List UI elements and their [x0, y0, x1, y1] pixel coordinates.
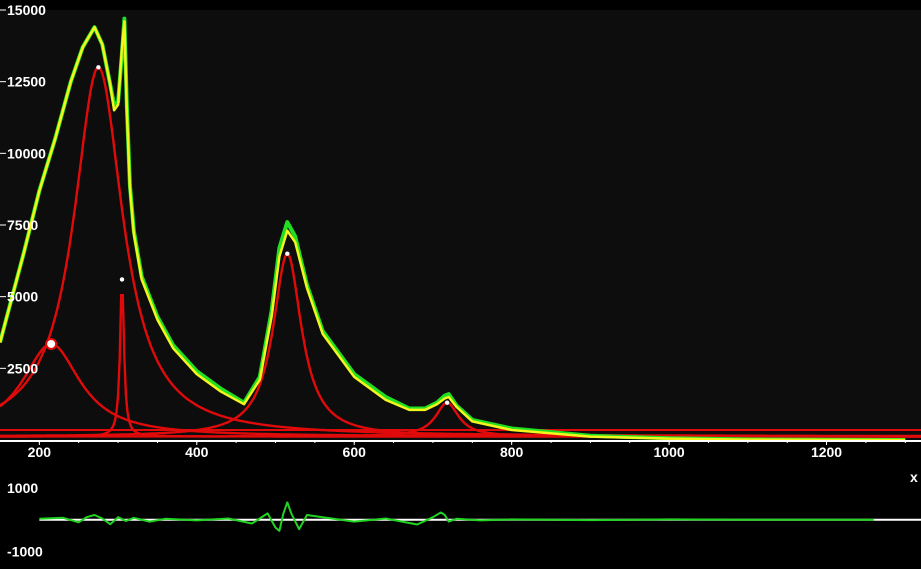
x-axis-line: [0, 440, 921, 442]
x-tick-label-1000: 1000: [654, 444, 685, 460]
residual-line: [39, 501, 874, 532]
peak-marker-4: [285, 251, 290, 256]
x-tick-label-1200: 1200: [811, 444, 842, 460]
peak-marker-1: [45, 337, 58, 350]
y-tick-label-12500: 12500: [7, 74, 46, 90]
fitted-envelope-line: [0, 20, 906, 442]
peak-marker-5: [444, 400, 450, 405]
x-tick-label-400: 400: [185, 444, 209, 460]
main-spectrum-chart: 200 400 600 800 1000 1200 2500 5000 7500 10000 125…: [0, 0, 921, 460]
x-tick-label-200: 200: [28, 444, 52, 460]
peak-marker-2: [96, 65, 101, 70]
y-tick-label-7500: 7500: [7, 217, 38, 233]
component-peak-5: [0, 401, 921, 438]
plot-area: [0, 10, 921, 440]
residual-chart: 1000 -1000 x: [0, 460, 921, 569]
y-tick-label-2500: 2500: [7, 360, 38, 376]
residual-background: [0, 460, 921, 569]
y-tick-label-10000: 10000: [7, 145, 46, 161]
x-tick-label-600: 600: [343, 444, 367, 460]
y-tick-label-5000: 5000: [7, 289, 38, 305]
residual-y-tick-label-0: 1000: [7, 480, 38, 496]
peak-marker-3: [119, 277, 125, 282]
residual-corner-label: x: [910, 469, 918, 485]
y-tick-label-15000: 15000: [7, 2, 46, 18]
x-tick-label-800: 800: [500, 444, 524, 460]
residual-y-tick-label-1: -1000: [7, 543, 43, 559]
